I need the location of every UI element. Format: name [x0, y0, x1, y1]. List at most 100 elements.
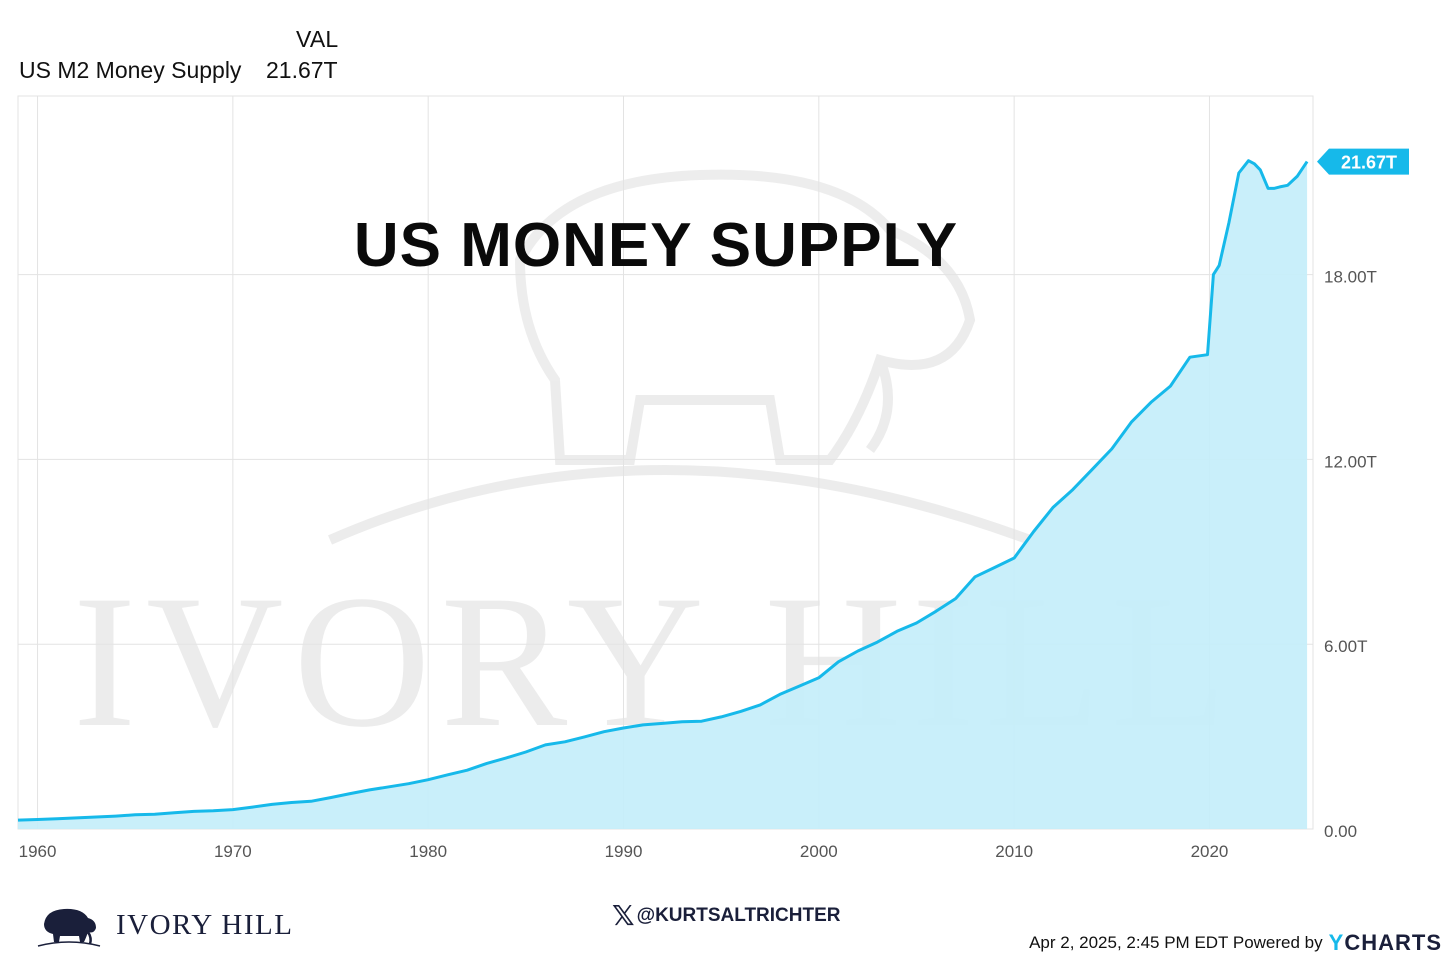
axis-layer: 0.00 6.00T 12.00T 18.00T 1960 1970 1980 1990 200… — [19, 268, 1377, 861]
area-layer — [15, 158, 1310, 829]
data-point[interactable] — [1251, 161, 1257, 167]
data-point[interactable] — [386, 784, 392, 790]
data-point[interactable] — [718, 714, 724, 720]
data-point[interactable] — [679, 719, 685, 725]
data-point[interactable] — [230, 807, 236, 813]
data-point[interactable] — [1277, 184, 1283, 190]
ycharts-logo-rest: CHARTS — [1344, 930, 1442, 955]
data-point[interactable] — [1128, 419, 1134, 425]
data-point[interactable] — [660, 720, 666, 726]
data-point[interactable] — [1050, 504, 1056, 510]
data-point[interactable] — [35, 816, 41, 822]
data-point[interactable] — [1109, 446, 1115, 452]
data-point[interactable] — [1011, 555, 1017, 561]
data-point[interactable] — [1070, 487, 1076, 493]
data-point[interactable] — [992, 565, 998, 571]
data-point[interactable] — [308, 798, 314, 804]
series-line[interactable] — [17, 159, 1309, 822]
x-tick-label: 1990 — [605, 842, 643, 861]
data-point[interactable] — [74, 815, 80, 821]
data-point[interactable] — [640, 722, 646, 728]
legend-column-header: VAL — [296, 26, 339, 52]
data-point[interactable] — [621, 725, 627, 731]
data-point[interactable] — [796, 683, 802, 689]
data-point[interactable] — [757, 702, 763, 708]
data-point[interactable] — [464, 767, 470, 773]
data-point[interactable] — [523, 749, 529, 755]
data-point[interactable] — [542, 742, 548, 748]
data-point[interactable] — [913, 620, 919, 626]
data-point[interactable] — [1205, 352, 1211, 358]
data-point[interactable] — [894, 628, 900, 634]
legend-series-value: 21.67T — [266, 57, 338, 83]
data-point[interactable] — [425, 777, 431, 783]
data-point[interactable] — [484, 760, 490, 766]
last-value-badge — [1317, 148, 1409, 175]
data-point[interactable] — [1271, 185, 1277, 191]
data-point[interactable] — [1265, 185, 1271, 191]
data-point[interactable] — [1089, 466, 1095, 472]
x-tick-label: 2020 — [1191, 842, 1229, 861]
legend-series-name[interactable]: US M2 Money Supply — [19, 57, 242, 83]
series-area — [18, 160, 1308, 829]
data-point[interactable] — [1031, 528, 1037, 534]
y-tick-label: 6.00T — [1324, 637, 1367, 656]
data-point[interactable] — [210, 808, 216, 814]
data-point[interactable] — [191, 808, 197, 814]
data-point[interactable] — [816, 675, 822, 681]
data-point[interactable] — [855, 648, 861, 654]
watermark-elephant-icon — [327, 169, 1032, 545]
chart-title: US MONEY SUPPLY — [354, 211, 958, 280]
data-point[interactable] — [1226, 219, 1232, 225]
data-point[interactable] — [406, 781, 412, 787]
data-point[interactable] — [269, 801, 275, 807]
data-point[interactable] — [972, 574, 978, 580]
ycharts-logo[interactable]: YCHARTS — [1329, 930, 1442, 956]
y-tick-label: 12.00T — [1324, 452, 1377, 471]
data-point[interactable] — [1148, 399, 1154, 405]
data-point[interactable] — [1285, 182, 1291, 188]
data-point[interactable] — [249, 804, 255, 810]
data-point[interactable] — [503, 755, 509, 761]
brand: IVORY HILL — [36, 902, 293, 948]
data-point[interactable] — [601, 729, 607, 735]
data-point[interactable] — [1187, 354, 1193, 360]
data-point[interactable] — [1257, 167, 1263, 173]
data-point[interactable] — [171, 810, 177, 816]
data-point[interactable] — [1210, 272, 1216, 278]
handle-text: @KURTSALTRICHTER — [636, 905, 841, 926]
data-point[interactable] — [288, 800, 294, 806]
data-point[interactable] — [777, 691, 783, 697]
x-logo-icon: 𝕏 — [612, 900, 635, 931]
data-point[interactable] — [93, 814, 99, 820]
data-point[interactable] — [328, 795, 334, 801]
data-point[interactable] — [1167, 383, 1173, 389]
data-point[interactable] — [933, 608, 939, 614]
data-point[interactable] — [835, 659, 841, 665]
data-point[interactable] — [132, 812, 138, 818]
data-point[interactable] — [1216, 262, 1222, 268]
data-point[interactable] — [953, 596, 959, 602]
data-point[interactable] — [15, 817, 21, 823]
data-point[interactable] — [581, 734, 587, 740]
data-point[interactable] — [152, 811, 158, 817]
ycharts-logo-y: Y — [1328, 930, 1345, 955]
data-point[interactable] — [1294, 173, 1300, 179]
data-point[interactable] — [347, 791, 353, 797]
data-point[interactable] — [445, 772, 451, 778]
data-point[interactable] — [1304, 159, 1310, 165]
footer-timestamp: Apr 2, 2025, 2:45 PM EDT Powered by — [1029, 933, 1323, 952]
data-point[interactable] — [113, 813, 119, 819]
data-point[interactable] — [367, 787, 373, 793]
x-tick-label: 2000 — [800, 842, 838, 861]
data-point[interactable] — [54, 816, 60, 822]
data-point[interactable] — [874, 639, 880, 645]
data-point[interactable] — [738, 708, 744, 714]
x-tick-label: 1960 — [19, 842, 57, 861]
social-handle[interactable]: 𝕏 @KURTSALTRICHTER — [612, 902, 841, 930]
data-point[interactable] — [1246, 158, 1252, 164]
data-point[interactable] — [1236, 170, 1242, 176]
data-point[interactable] — [699, 718, 705, 724]
data-point[interactable] — [562, 739, 568, 745]
